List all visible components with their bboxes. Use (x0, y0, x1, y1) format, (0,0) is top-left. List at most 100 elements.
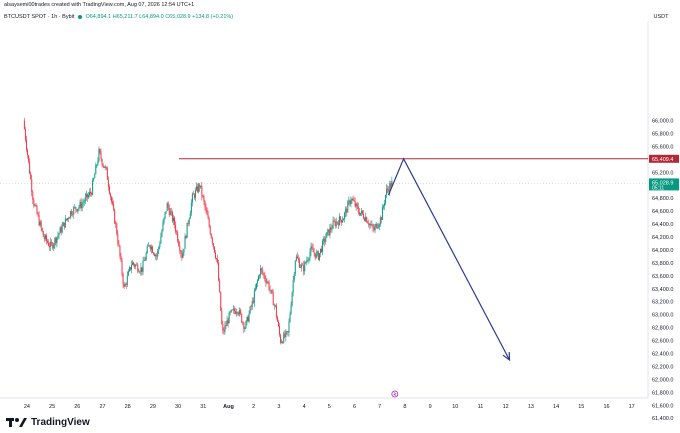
candle-body (75, 206, 77, 210)
candle-body (54, 238, 56, 245)
candle-body (388, 189, 390, 192)
candle-body (142, 260, 144, 272)
candle-body (247, 316, 249, 322)
candle-body (202, 195, 204, 197)
candle-body (245, 321, 247, 329)
candle-body (126, 275, 128, 285)
candle-body (359, 212, 361, 216)
price-tick-label: 64,800.0 (652, 196, 673, 202)
candle-body (235, 312, 237, 314)
candle-body (360, 210, 362, 213)
candle-body (356, 203, 358, 207)
candle-body (255, 283, 257, 289)
candle-body (234, 311, 236, 314)
candle-body (242, 322, 244, 324)
candle-body (374, 226, 376, 231)
candle-body (116, 223, 118, 235)
candle-body (386, 188, 388, 196)
candle-body (156, 255, 158, 257)
candle-body (353, 200, 355, 202)
candle-body (308, 258, 310, 261)
candle-body (35, 205, 37, 206)
time-tick-label: 28 (125, 404, 131, 410)
candle-body (198, 184, 200, 192)
candle-body (222, 323, 224, 331)
candle-body (93, 178, 95, 181)
candle-body (342, 220, 344, 223)
candle-body (292, 280, 294, 293)
candle-body (44, 235, 46, 239)
candle-body (270, 289, 272, 291)
candle-body (60, 227, 62, 233)
candle-body (225, 325, 227, 326)
candle-body (118, 243, 120, 246)
candle-body (370, 223, 372, 226)
candle-body (312, 248, 314, 253)
candle-body (109, 193, 111, 197)
candle-body (302, 264, 304, 266)
price-tick-label: 63,200.0 (652, 300, 673, 306)
candle-body (348, 200, 350, 202)
candle-body (83, 201, 85, 203)
candle-body (281, 341, 283, 343)
candle-body (191, 193, 193, 203)
candle-body (212, 243, 214, 247)
time-tick-label: 8 (403, 404, 406, 410)
candle-body (150, 246, 152, 250)
time-tick-label: 27 (99, 404, 105, 410)
candle-body (85, 193, 87, 197)
candle-body (310, 246, 312, 252)
time-tick-label: Aug (223, 404, 234, 410)
candle-body (366, 217, 368, 223)
candle-body (231, 309, 233, 311)
candle-body (90, 191, 92, 194)
candle-body (287, 331, 289, 333)
candle-body (199, 184, 201, 188)
price-tick-label: 62,400.0 (652, 352, 673, 358)
candle-body (181, 253, 183, 258)
candle-body (78, 206, 80, 209)
resistance-price-label: 65,409.4 (652, 157, 673, 163)
candle-body (132, 262, 134, 266)
time-tick-label: 2 (252, 404, 255, 410)
candle-body (364, 218, 366, 221)
candle-body (30, 173, 32, 180)
candle-body (162, 222, 164, 231)
candle-body (157, 250, 159, 257)
candle-body (188, 218, 190, 224)
candle-body (294, 260, 296, 274)
candle-body (113, 204, 115, 210)
candle-body (49, 245, 51, 247)
candle-body (291, 292, 293, 306)
candle-body (92, 180, 94, 195)
candle-body (179, 245, 181, 252)
candle-body (372, 224, 374, 229)
candle-body (323, 238, 325, 241)
candle-body (128, 267, 130, 272)
candle-body (105, 166, 107, 169)
candle-body (221, 310, 223, 324)
candle-body (53, 244, 55, 249)
candle-body (304, 262, 306, 272)
candle-body (321, 248, 323, 252)
candle-body (28, 155, 30, 162)
candle-body (268, 281, 270, 290)
candle-body (52, 243, 54, 249)
candle-body (27, 149, 29, 156)
candle-body (344, 212, 346, 219)
candle-body (298, 260, 300, 268)
candle-body (175, 224, 177, 232)
candle-body (29, 161, 31, 174)
candle-body (82, 202, 84, 204)
candle-body (336, 221, 338, 223)
candle-body (168, 207, 170, 215)
market-status-icon (77, 14, 82, 19)
candle-body (144, 259, 146, 261)
candle-body (216, 258, 218, 260)
candle-body (145, 253, 147, 260)
candle-body (204, 201, 206, 208)
candle-body (319, 248, 321, 254)
candle-body (158, 247, 160, 251)
candle-body (315, 252, 317, 258)
